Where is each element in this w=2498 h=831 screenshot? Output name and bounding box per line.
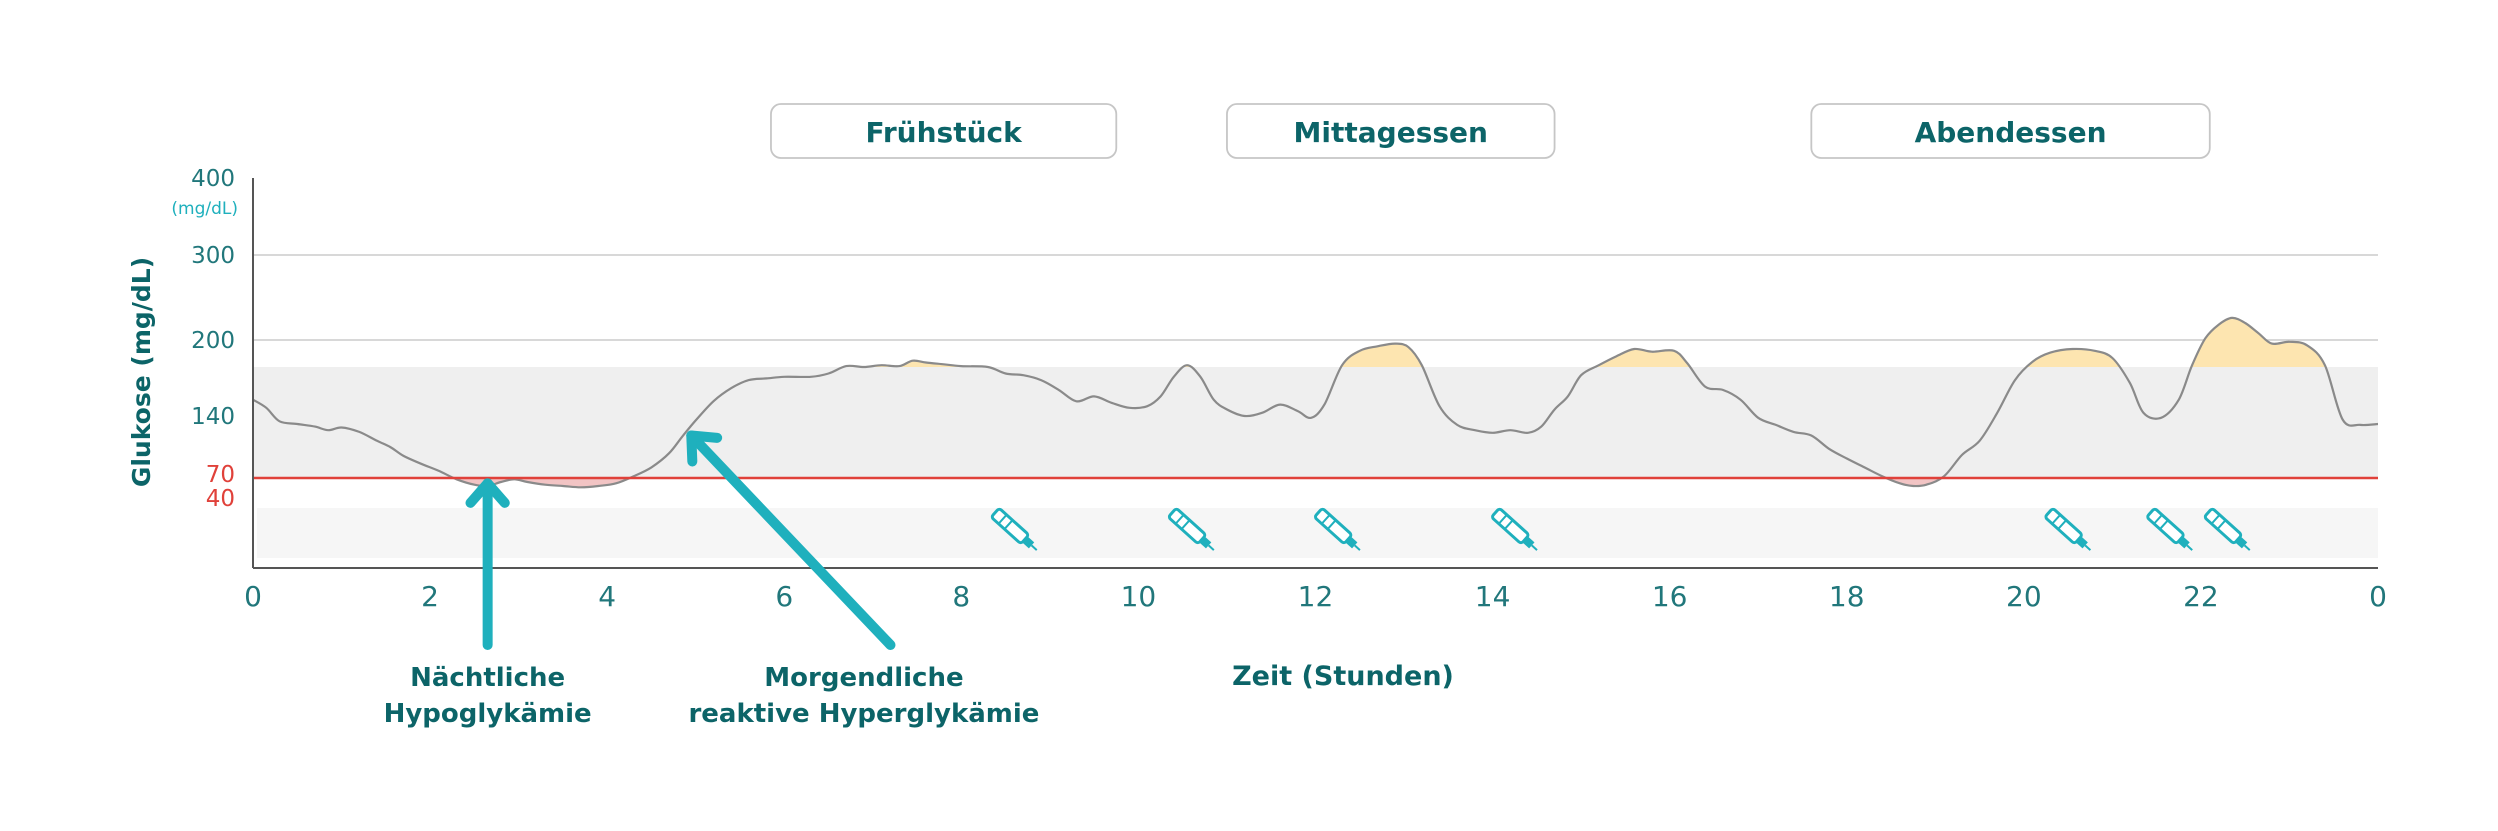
pen-needle xyxy=(1354,544,1361,551)
pen-mark xyxy=(1504,519,1514,530)
insulin-pen-icon xyxy=(1314,507,1361,551)
x-tick-6: 12 xyxy=(1298,580,1334,613)
x-tick-3: 6 xyxy=(775,580,793,613)
axes xyxy=(252,178,2378,569)
x-tick-1: 2 xyxy=(421,580,439,613)
pen-mark xyxy=(1174,514,1185,525)
pen-mark xyxy=(2051,514,2061,525)
annotation-text-line: reaktive Hyperglykämie xyxy=(688,699,1039,729)
pen-needle xyxy=(1030,544,1038,551)
x-tick-11: 22 xyxy=(2183,580,2219,613)
y-tick-300: 300 xyxy=(191,243,235,269)
y-axis-label: Glukose (mg/dL) xyxy=(127,257,156,487)
annotation-text-line: Hypoglykämie xyxy=(384,699,592,729)
y-tick-40: 40 xyxy=(206,486,235,512)
annotation-1: Morgendliche reaktive Hyperglykämie xyxy=(686,430,1039,729)
meal-box xyxy=(1810,103,2211,159)
pen-mark xyxy=(997,514,1008,525)
x-tick-4: 8 xyxy=(952,580,970,613)
pen-needle xyxy=(1207,544,1215,551)
insulin-pen-icon xyxy=(990,507,1038,551)
x-tick-10: 20 xyxy=(2006,580,2042,613)
annotation-text-line: Nächtliche xyxy=(410,663,565,693)
x-tick-labels: 0 2 4 6 8 10 12 14 16 18 20 22 0 xyxy=(244,580,2387,613)
x-tick-7: 14 xyxy=(1475,580,1511,613)
y-tick-400: 400 xyxy=(191,166,235,192)
meal-box xyxy=(1226,103,1556,159)
meal-0: Frühstück xyxy=(770,103,1118,159)
y-tick-unit: (mg/dL) xyxy=(171,199,238,219)
meal-labels: Frühstück Mittagessen Abendessen xyxy=(770,103,2211,159)
meal-1: Mittagessen xyxy=(1226,103,1556,159)
y-tick-200: 200 xyxy=(191,328,235,354)
x-tick-9: 18 xyxy=(1829,580,1865,613)
pen-needle xyxy=(2243,544,2251,551)
meal-2: Abendessen xyxy=(1810,103,2211,159)
pen-mark xyxy=(1498,514,1508,525)
pen-cap xyxy=(1345,536,1358,549)
pen-mark xyxy=(1326,519,1337,530)
annotation-arrow-shaft xyxy=(686,430,896,650)
annotation-arrow-head xyxy=(465,478,510,508)
pen-needle xyxy=(2186,544,2193,551)
insulin-pen-icon xyxy=(2044,507,2092,551)
meal-box xyxy=(770,103,1118,159)
pen-mark xyxy=(1320,514,1331,525)
pen-mark xyxy=(2159,519,2169,530)
pen-cap xyxy=(1199,536,1212,549)
x-tick-5: 10 xyxy=(1121,580,1157,613)
pen-cap xyxy=(2075,536,2088,549)
meal-label: Abendessen xyxy=(1915,116,2107,149)
annotation-text-line: Morgendliche xyxy=(764,663,963,693)
insulin-pens xyxy=(990,507,2251,551)
x-axis-label: Zeit (Stunden) xyxy=(1232,661,1454,692)
pen-cap xyxy=(1522,536,1535,549)
insulin-pen-icon xyxy=(2146,507,2193,551)
y-tick-70: 70 xyxy=(206,462,235,488)
pen-mark xyxy=(1180,519,1191,530)
pen-needle xyxy=(2084,544,2092,551)
target-range-band xyxy=(253,367,2378,478)
pen-cap xyxy=(2177,536,2190,549)
pen-cap xyxy=(2235,536,2248,549)
glucose-curve xyxy=(252,316,2379,489)
pen-cap xyxy=(1022,536,1035,549)
gridlines xyxy=(253,254,2378,341)
pen-needle xyxy=(1531,544,1538,551)
meal-label: Mittagessen xyxy=(1294,116,1488,149)
insulin-pen-icon xyxy=(2203,507,2251,551)
pen-mark xyxy=(2057,519,2067,530)
x-tick-2: 4 xyxy=(598,580,616,613)
x-tick-0: 0 xyxy=(244,580,262,613)
x-tick-8: 16 xyxy=(1652,580,1688,613)
meal-label: Frühstück xyxy=(866,116,1024,149)
pen-mark xyxy=(1003,519,1014,530)
pen-mark xyxy=(2210,514,2221,525)
x-tick-12: 0 xyxy=(2369,580,2387,613)
annotation-0: Nächtliche Hypoglykämie xyxy=(384,478,592,729)
insulin-pen-icon xyxy=(1167,507,1215,551)
insulin-pen-icon xyxy=(1491,507,1538,551)
annotations: Nächtliche Hypoglykämie Morgendliche reakti… xyxy=(384,430,1039,729)
pen-mark xyxy=(2153,514,2163,525)
pen-body xyxy=(990,507,1030,545)
y-tick-140: 140 xyxy=(191,404,235,430)
pen-mark xyxy=(2216,519,2227,530)
annotation-arrow-head xyxy=(686,430,723,467)
background-bands xyxy=(253,367,2378,558)
